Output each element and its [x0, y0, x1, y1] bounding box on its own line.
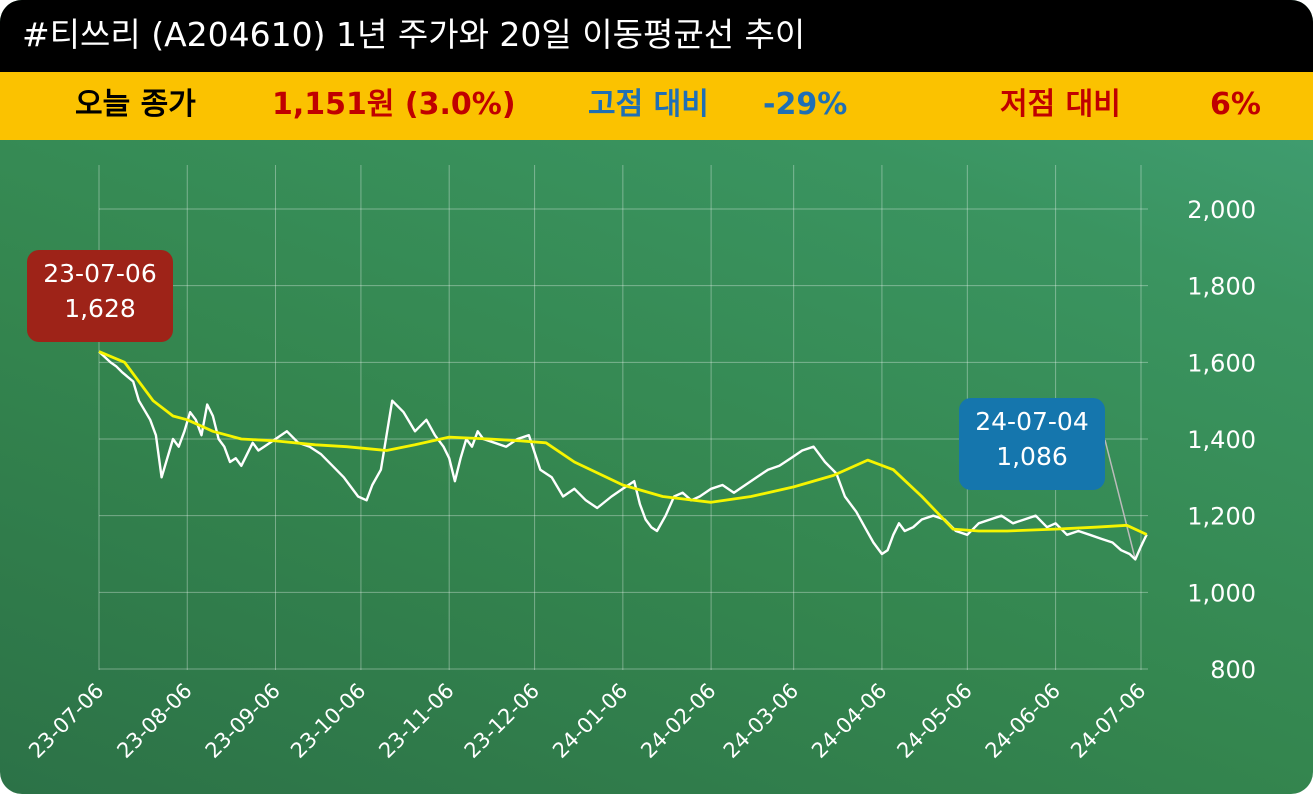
- close-value: 1,151원 (3.0%): [272, 87, 516, 122]
- high-compare-value: -29%: [763, 87, 848, 122]
- x-tick-label: 24-03-06: [719, 679, 803, 763]
- x-tick-label: 24-06-06: [981, 679, 1065, 763]
- y-tick-label: 1,600: [1187, 349, 1256, 377]
- low-callout-value: 1,086: [996, 442, 1068, 471]
- stats-bar: 오늘 종가 1,151원 (3.0%) 고점 대비 -29% 저점 대비 6%: [0, 72, 1313, 140]
- low-point-callout: 24-07-04 1,086: [959, 398, 1105, 490]
- x-axis-ticks: 23-07-06 23-08-06 23-09-06 23-10-06 23-11-06…: [24, 679, 1150, 763]
- x-tick-label: 23-08-06: [112, 679, 196, 763]
- chart-title: #티쓰리 (A204610) 1년 주가와 20일 이동평균선 추이: [22, 15, 806, 54]
- ma20-series-line: [98, 350, 1148, 536]
- chart-grid: [98, 165, 1148, 670]
- x-tick-label: 24-07-06: [1066, 679, 1150, 763]
- high-compare-label: 고점 대비: [588, 87, 709, 122]
- high-callout-value: 1,628: [64, 294, 136, 323]
- low-compare-label: 저점 대비: [1000, 87, 1121, 122]
- high-point-callout: 23-07-06 1,628: [27, 250, 173, 342]
- y-tick-label: 1,400: [1187, 426, 1256, 454]
- y-tick-label: 1,800: [1187, 273, 1256, 301]
- x-tick-label: 24-05-06: [892, 679, 976, 763]
- x-tick-label: 23-11-06: [374, 679, 458, 763]
- x-tick-label: 23-07-06: [24, 679, 108, 763]
- x-tick-label: 23-09-06: [201, 679, 285, 763]
- x-tick-label: 23-12-06: [460, 679, 544, 763]
- y-tick-label: 1,000: [1187, 579, 1256, 607]
- low-callout-date: 24-07-04: [975, 407, 1089, 436]
- low-callout-leader: [1104, 439, 1137, 560]
- y-tick-label: 2,000: [1187, 196, 1256, 224]
- close-label: 오늘 종가: [75, 87, 196, 122]
- x-tick-label: 24-04-06: [807, 679, 891, 763]
- y-tick-label: 800: [1210, 656, 1256, 684]
- x-tick-label: 24-01-06: [548, 679, 632, 763]
- low-compare-value: 6%: [1210, 87, 1261, 122]
- y-tick-label: 1,200: [1187, 503, 1256, 531]
- title-bar: #티쓰리 (A204610) 1년 주가와 20일 이동평균선 추이: [0, 0, 1313, 72]
- x-tick-label: 23-10-06: [286, 679, 370, 763]
- y-axis-ticks: 800 1,000 1,200 1,400 1,600 1,800 2,000: [1187, 196, 1256, 684]
- high-callout-date: 23-07-06: [43, 259, 157, 288]
- x-tick-label: 24-02-06: [636, 679, 720, 763]
